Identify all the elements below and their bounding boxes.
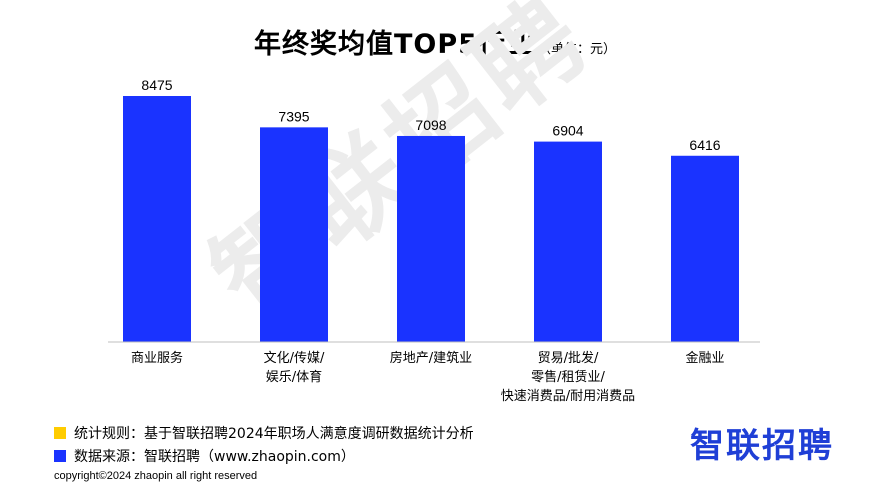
bar: [123, 96, 191, 342]
bar: [260, 127, 328, 343]
rule-text: 统计规则：基于智联招聘2024年职场人满意度调研数据统计分析: [74, 426, 474, 442]
rule-note: 统计规则：基于智联招聘2024年职场人满意度调研数据统计分析: [54, 423, 474, 443]
category-label: 房地产/建筑业: [390, 350, 472, 366]
category-label: 快速消费品/耐用消费品: [501, 389, 635, 404]
value-label: 8475: [141, 77, 172, 93]
bar: [534, 141, 602, 342]
copyright: copyright©2024 zhaopin all right reserve…: [54, 470, 258, 482]
category-label: 贸易/批发/: [538, 350, 599, 366]
category-label: 金融业: [685, 350, 724, 366]
category-label: 文化/传媒/: [264, 351, 325, 366]
source-marker: [54, 450, 66, 462]
bar: [397, 135, 465, 342]
value-label: 7098: [415, 117, 446, 133]
source-text: 数据来源：智联招聘（www.zhaopin.com）: [74, 449, 355, 465]
unit-label: （单位：元）: [537, 42, 616, 57]
brand-logo: 智联招聘: [690, 426, 834, 466]
value-label: 6416: [689, 137, 720, 153]
category-label: 零售/租赁业/: [531, 369, 605, 385]
bar: [671, 155, 739, 342]
chart-title-row: 年终奖均值TOP5行业 （单位：元）: [0, 22, 870, 61]
bar-chart: 8475 7395 7098 6904 6416 商业服务 文化/传媒/娱乐/体育 房地产/…: [108, 77, 760, 404]
category-label: 娱乐/体育: [266, 369, 322, 385]
chart-title: 年终奖均值TOP5行业: [254, 29, 534, 60]
source-note: 数据来源：智联招聘（www.zhaopin.com）: [54, 446, 355, 466]
category-label: 商业服务: [131, 350, 183, 366]
value-label: 7395: [278, 108, 309, 124]
rule-marker: [54, 427, 66, 439]
value-label: 6904: [552, 123, 583, 139]
